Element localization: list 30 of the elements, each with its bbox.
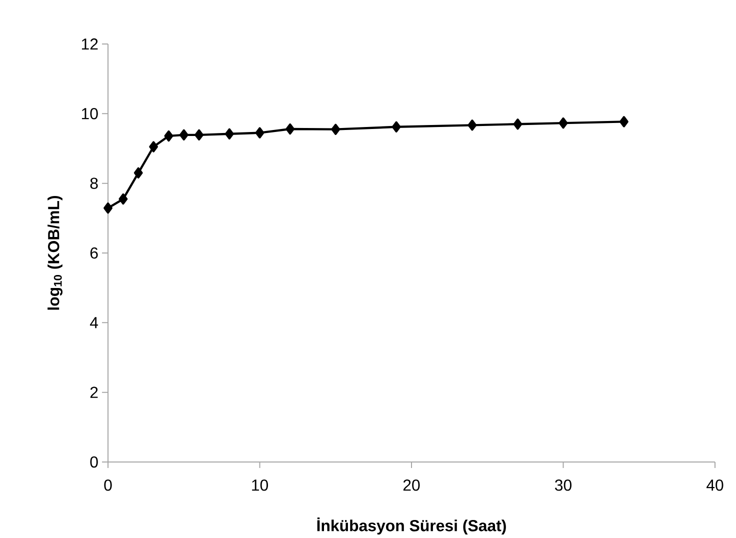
y-axis-title: log$_{10}$ (KOB/mL) bbox=[48, 196, 62, 310]
y-tick-label: 10 bbox=[82, 108, 98, 120]
point bbox=[255, 127, 264, 138]
y-tick-label: 2 bbox=[90, 386, 98, 398]
point bbox=[194, 129, 204, 141]
point bbox=[164, 130, 174, 142]
point bbox=[179, 129, 188, 141]
point bbox=[619, 116, 628, 128]
y-tick-label: 4 bbox=[90, 317, 98, 328]
point bbox=[513, 118, 522, 130]
x-tick-label: 30 bbox=[554, 480, 572, 491]
point bbox=[558, 118, 568, 129]
point bbox=[286, 124, 295, 135]
point bbox=[224, 128, 234, 140]
point bbox=[392, 121, 401, 133]
point bbox=[118, 194, 128, 205]
point bbox=[104, 202, 112, 214]
x-axis-title: İnkübasyon Süresi (Saat) bbox=[317, 518, 506, 535]
x-tick-label: 40 bbox=[706, 480, 724, 491]
point bbox=[149, 141, 158, 152]
x-tick-label: 10 bbox=[252, 480, 268, 491]
y-tick-label: 12 bbox=[82, 38, 98, 50]
point bbox=[468, 120, 477, 131]
y-tick-label: 8 bbox=[90, 178, 98, 190]
point bbox=[331, 124, 340, 136]
x-tick-label: 0 bbox=[104, 480, 112, 491]
y-tick-label: 6 bbox=[90, 247, 98, 259]
point bbox=[134, 167, 143, 179]
y-tick-label: 0 bbox=[90, 456, 98, 468]
x-tick-label: 20 bbox=[403, 480, 420, 491]
